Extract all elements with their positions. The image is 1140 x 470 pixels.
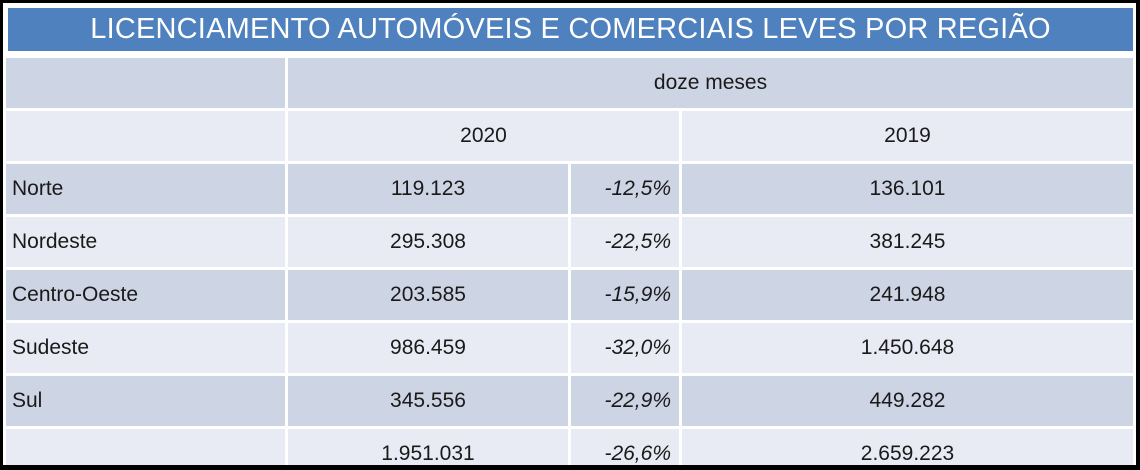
year-2019-header: 2019 <box>682 111 1134 161</box>
value-2019-cell: 1.450.648 <box>682 323 1134 373</box>
licensing-table: doze meses 2020 2019 Norte 119.123 -12,5… <box>3 55 1136 465</box>
total-2019-cell: 2.659.223 <box>682 429 1134 465</box>
value-2020-cell: 119.123 <box>288 164 568 214</box>
variation-cell: -32,0% <box>571 323 679 373</box>
empty-cell <box>6 58 285 108</box>
year-header-row: 2020 2019 <box>6 111 1134 161</box>
value-2020-cell: 203.585 <box>288 270 568 320</box>
title-banner: LICENCIAMENTO AUTOMÓVEIS E COMERCIAIS LE… <box>8 8 1133 51</box>
value-2019-cell: 381.245 <box>682 217 1134 267</box>
table-row: Centro-Oeste 203.585 -15,9% 241.948 <box>6 270 1134 320</box>
variation-cell: -12,5% <box>571 164 679 214</box>
variation-cell: -22,5% <box>571 217 679 267</box>
value-2020-cell: 295.308 <box>288 217 568 267</box>
page-title: LICENCIAMENTO AUTOMÓVEIS E COMERCIAIS LE… <box>90 13 1051 45</box>
variation-cell: -22,9% <box>571 376 679 426</box>
region-cell: Centro-Oeste <box>6 270 285 320</box>
year-2020-header: 2020 <box>288 111 679 161</box>
table-row: Sudeste 986.459 -32,0% 1.450.648 <box>6 323 1134 373</box>
value-2019-cell: 449.282 <box>682 376 1134 426</box>
table-row: Norte 119.123 -12,5% 136.101 <box>6 164 1134 214</box>
value-2019-cell: 241.948 <box>682 270 1134 320</box>
region-cell: Sul <box>6 376 285 426</box>
region-cell: Sudeste <box>6 323 285 373</box>
total-variation-cell: -26,6% <box>571 429 679 465</box>
value-2019-cell: 136.101 <box>682 164 1134 214</box>
table-row: Sul 345.556 -22,9% 449.282 <box>6 376 1134 426</box>
group-header-row: doze meses <box>6 58 1134 108</box>
empty-cell <box>6 429 285 465</box>
total-row: 1.951.031 -26,6% 2.659.223 <box>6 429 1134 465</box>
region-cell: Nordeste <box>6 217 285 267</box>
value-2020-cell: 986.459 <box>288 323 568 373</box>
value-2020-cell: 345.556 <box>288 376 568 426</box>
empty-cell <box>6 111 285 161</box>
group-header-cell: doze meses <box>288 58 1134 108</box>
region-cell: Norte <box>6 164 285 214</box>
table-row: Nordeste 295.308 -22,5% 381.245 <box>6 217 1134 267</box>
total-2020-cell: 1.951.031 <box>288 429 568 465</box>
variation-cell: -15,9% <box>571 270 679 320</box>
